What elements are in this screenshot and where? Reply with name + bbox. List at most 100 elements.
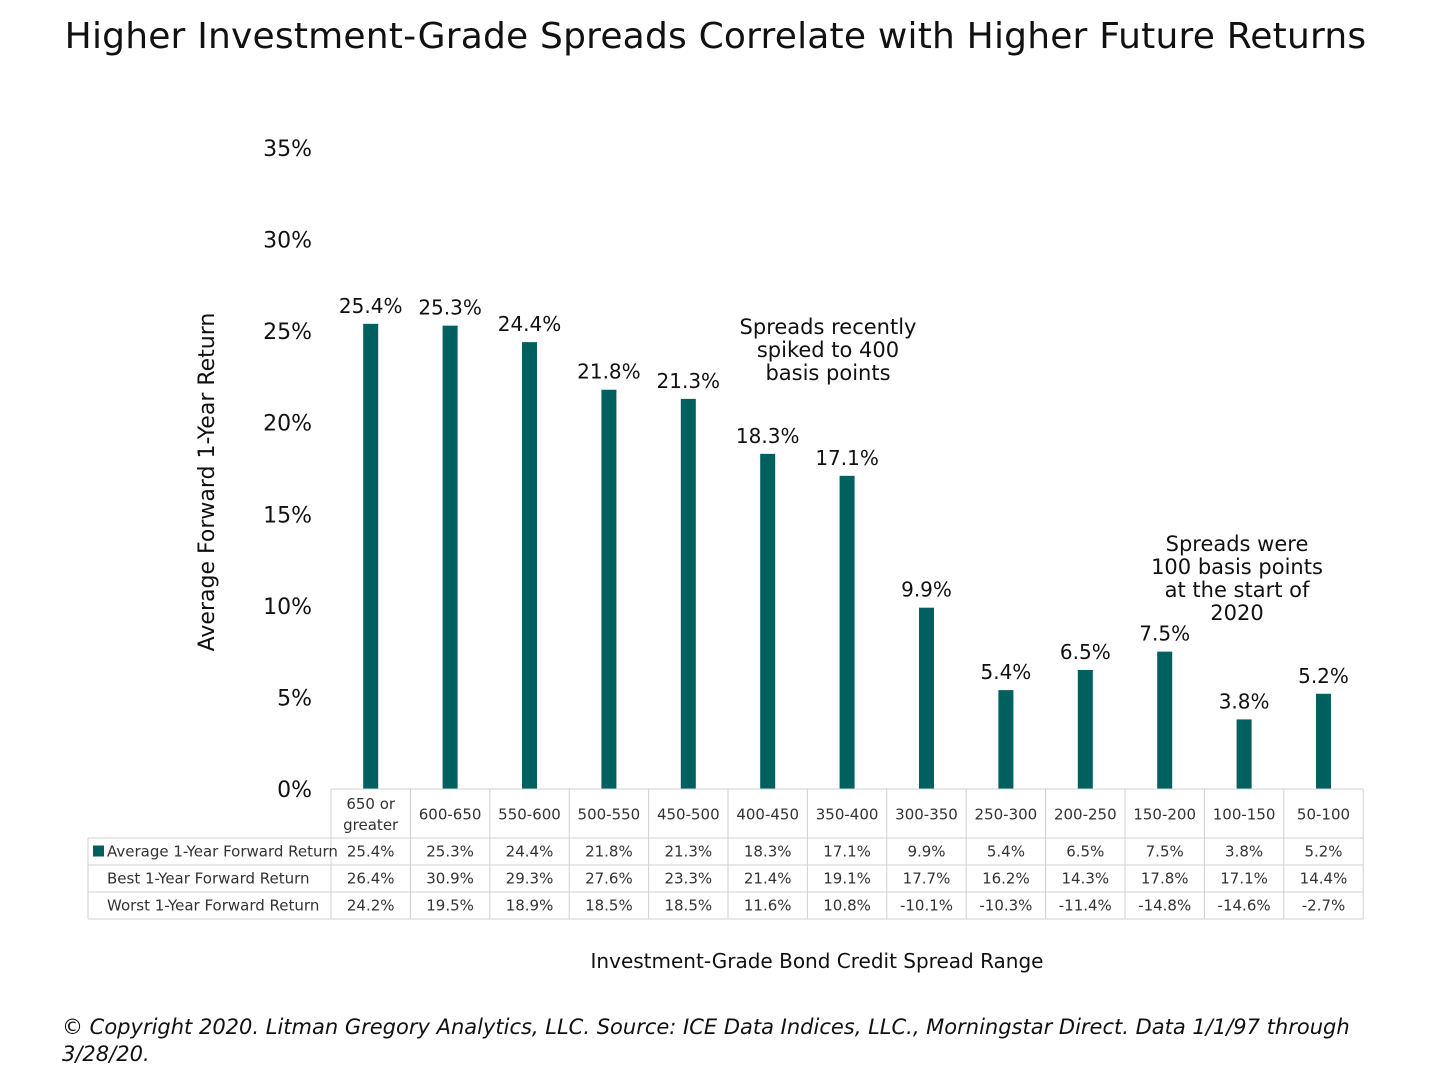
data-label: 5.2%: [1298, 664, 1349, 688]
annotation-text: Spreads were: [1166, 532, 1309, 556]
bar: [1316, 693, 1331, 789]
y-tick-label: 20%: [263, 412, 312, 437]
bar: [442, 325, 458, 789]
y-tick-label: 0%: [277, 778, 312, 803]
table-cell: 25.3%: [426, 843, 474, 861]
table-cell: 18.5%: [585, 897, 633, 915]
annotation-text: 100 basis points: [1151, 555, 1323, 579]
bar: [839, 475, 855, 789]
table-cell: 11.6%: [744, 897, 792, 915]
data-label: 21.3%: [657, 369, 721, 393]
annotation-text: basis points: [765, 361, 890, 385]
x-axis-label: Investment-Grade Bond Credit Spread Rang…: [591, 949, 1044, 973]
table-cell: 29.3%: [506, 870, 554, 888]
x-tick-label: 300-350: [895, 806, 958, 824]
annotation-text: at the start of: [1165, 578, 1310, 602]
bar: [919, 607, 934, 789]
table-cell: 24.4%: [506, 843, 554, 861]
table-cell: -2.7%: [1302, 897, 1346, 915]
table-cell: 7.5%: [1146, 843, 1184, 861]
bar: [1157, 651, 1173, 789]
bar: [363, 323, 379, 789]
x-tick-label: 500-550: [578, 806, 641, 824]
table-cell: 21.4%: [744, 870, 792, 888]
x-tick-label: 250-300: [975, 806, 1038, 824]
bars: [363, 323, 1331, 789]
table-cell: 19.5%: [426, 897, 474, 915]
bar: [522, 342, 537, 789]
bar: [1236, 719, 1252, 789]
table-cell: 30.9%: [426, 870, 474, 888]
data-label: 25.4%: [339, 294, 403, 318]
x-tick-label: 650 or: [346, 795, 396, 813]
bar: [601, 389, 617, 789]
x-tick-label: 100-150: [1213, 806, 1276, 824]
table-cell: -11.4%: [1059, 897, 1112, 915]
x-tick-label: greater: [343, 816, 399, 834]
annotation-text: 2020: [1210, 601, 1263, 625]
chart-title: Higher Investment-Grade Spreads Correlat…: [64, 16, 1367, 57]
bar: [680, 398, 696, 789]
bar: [760, 453, 776, 789]
data-label: 5.4%: [980, 660, 1031, 684]
x-tick-label: 600-650: [419, 806, 482, 824]
table-cell: 21.8%: [585, 843, 633, 861]
bar: [998, 690, 1014, 789]
table-cell: 17.8%: [1141, 870, 1189, 888]
x-tick-label: 200-250: [1054, 806, 1117, 824]
y-tick-label: 15%: [263, 503, 312, 528]
data-label: 17.1%: [815, 446, 879, 470]
table-cell: 26.4%: [347, 870, 395, 888]
data-label: 6.5%: [1060, 640, 1111, 664]
table-cell: 18.9%: [506, 897, 554, 915]
table-cell: 19.1%: [823, 870, 871, 888]
table-cell: 21.3%: [664, 843, 712, 861]
table-row-label: Best 1-Year Forward Return: [107, 870, 310, 888]
copyright-footer: © Copyright 2020. Litman Gregory Analyti…: [62, 1015, 1350, 1066]
x-tick-label: 550-600: [498, 806, 561, 824]
y-axis: 0% 5% 10% 15% 20% 25% 30% 35%: [263, 137, 312, 803]
annotation-text: Spreads recently: [740, 315, 917, 339]
y-tick-label: 5%: [277, 686, 312, 711]
data-label: 18.3%: [736, 424, 800, 448]
y-tick-label: 10%: [263, 595, 312, 620]
table-cell: -10.1%: [900, 897, 953, 915]
x-tick-label: 150-200: [1133, 806, 1196, 824]
table-row-label: Worst 1-Year Forward Return: [107, 897, 319, 915]
bar: [1077, 669, 1093, 789]
table-cell: -14.8%: [1138, 897, 1191, 915]
table-cell: 5.2%: [1304, 843, 1342, 861]
data-label: 3.8%: [1219, 689, 1270, 713]
y-tick-label: 25%: [263, 320, 312, 345]
table-cell: 17.1%: [823, 843, 871, 861]
table-cell: 17.1%: [1220, 870, 1268, 888]
table-cell: 6.5%: [1066, 843, 1104, 861]
table-cell: 5.4%: [987, 843, 1025, 861]
table-cell: 24.2%: [347, 897, 395, 915]
data-labels: 25.4% 25.3% 24.4% 21.8% 21.3% 18.3% 17.1% 9.9% 5…: [339, 294, 1349, 714]
table-cell: 27.6%: [585, 870, 633, 888]
y-axis-label: Average Forward 1-Year Return: [195, 313, 220, 652]
x-tick-label: 350-400: [816, 806, 879, 824]
x-tick-label: 450-500: [657, 806, 720, 824]
y-tick-label: 35%: [263, 137, 312, 162]
table-cell: 18.3%: [744, 843, 792, 861]
table-cell: -14.6%: [1218, 897, 1271, 915]
legend-key: [93, 845, 104, 857]
table-cell: 3.8%: [1225, 843, 1263, 861]
table-cell: 14.4%: [1300, 870, 1348, 888]
table-cell: 25.4%: [347, 843, 395, 861]
data-table: 650 or greater 600-650 550-600 500-550 450-50…: [87, 788, 1364, 920]
data-label: 25.3%: [418, 296, 482, 320]
table-cell: 14.3%: [1061, 870, 1109, 888]
table-row-label: Average 1-Year Forward Return: [107, 843, 338, 861]
table-cell: 16.2%: [982, 870, 1030, 888]
x-tick-label: 50-100: [1297, 806, 1350, 824]
data-label: 9.9%: [901, 578, 952, 602]
table-cell: 23.3%: [664, 870, 712, 888]
table-cell: 9.9%: [907, 843, 945, 861]
data-label: 21.8%: [577, 360, 641, 384]
table-cell: 18.5%: [664, 897, 712, 915]
